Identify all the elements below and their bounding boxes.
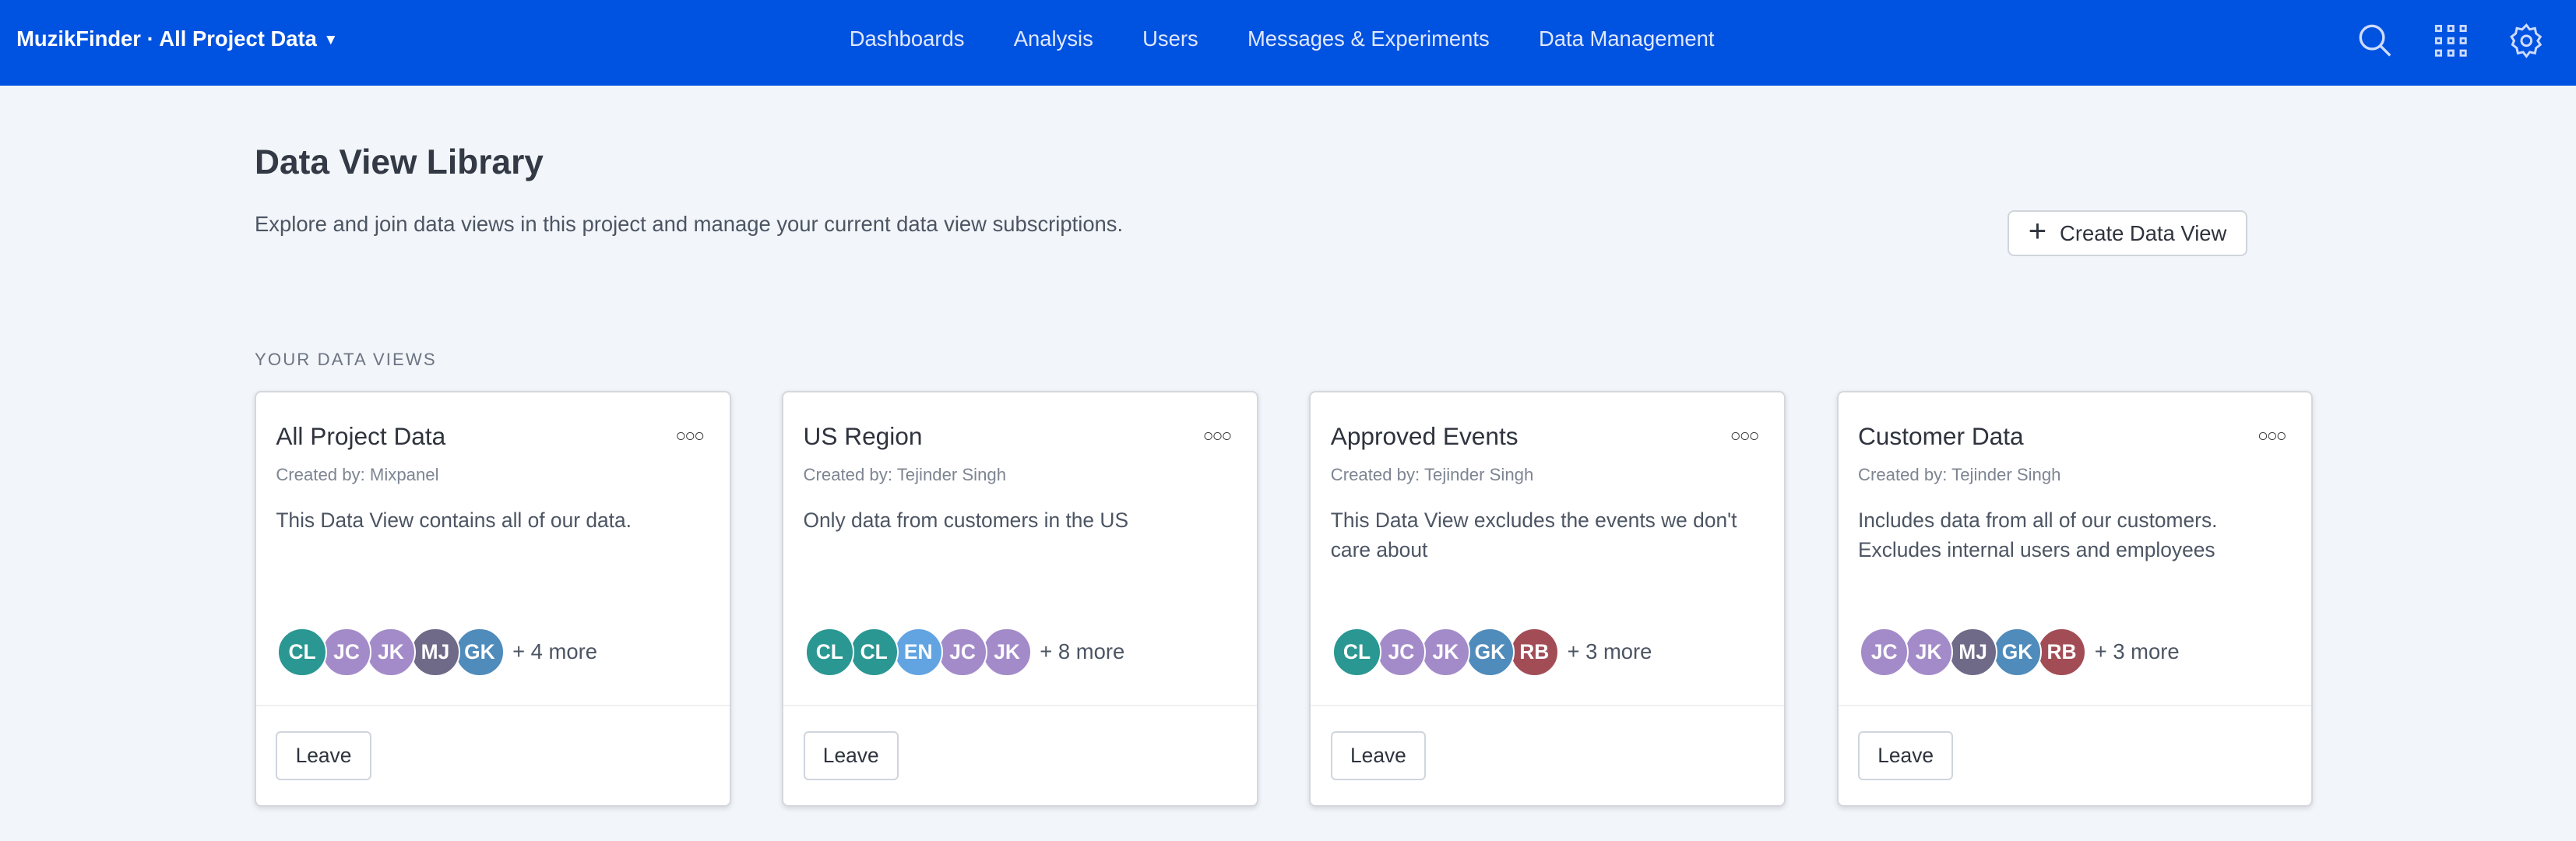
card-divider	[256, 704, 730, 707]
leave-button[interactable]: Leave	[1330, 730, 1427, 780]
card-divider	[783, 704, 1258, 707]
card-title[interactable]: Approved Events	[1330, 422, 1519, 451]
data-view-card[interactable]: All Project Data ○○○ Created by: Mixpane…	[255, 391, 731, 807]
gear-icon[interactable]	[2507, 21, 2546, 61]
card-title[interactable]: Customer Data	[1857, 422, 2024, 451]
member-avatars: CL JC JK GK RB + 3 more	[1332, 627, 1652, 677]
card-divider	[1311, 704, 1785, 707]
card-title[interactable]: All Project Data	[276, 422, 446, 451]
nav-messages-experiments[interactable]: Messages & Experiments	[1247, 26, 1490, 51]
header-icons	[2356, 21, 2546, 61]
member-avatar: JK	[1904, 627, 1954, 677]
member-avatars: JC JK MJ GK RB + 3 more	[1860, 627, 2180, 677]
card-created-by: Created by: Mixpanel	[276, 464, 439, 484]
more-options-icon[interactable]: ○○○	[1202, 425, 1233, 446]
page-subtitle: Explore and join data views in this proj…	[255, 212, 1124, 237]
data-view-card[interactable]: US Region ○○○ Created by: Tejinder Singh…	[782, 391, 1259, 807]
member-avatar: MJ	[1948, 627, 1998, 677]
more-options-icon[interactable]: ○○○	[675, 425, 705, 446]
more-members-count: + 3 more	[1567, 639, 1652, 664]
member-avatars: CL CL EN JC JK + 8 more	[804, 627, 1125, 677]
card-created-by: Created by: Tejinder Singh	[1857, 464, 2061, 484]
nav-analysis[interactable]: Analysis	[1013, 26, 1093, 51]
member-avatar: JK	[366, 627, 416, 677]
leave-button[interactable]: Leave	[276, 730, 371, 780]
leave-button[interactable]: Leave	[1857, 730, 1954, 780]
member-avatars: CL JC JK MJ GK + 4 more	[277, 627, 597, 677]
member-avatar: GK	[1992, 627, 2043, 677]
card-description: Includes data from all of our customers.…	[1857, 508, 2218, 561]
top-navbar: MuzikFinder · All Project Data ▼ Dashboar…	[0, 0, 2576, 86]
main-nav: Dashboards Analysis Users Messages & Exp…	[850, 26, 1715, 51]
more-members-count: + 3 more	[2094, 639, 2180, 664]
apps-grid-icon[interactable]	[2431, 21, 2471, 61]
member-avatar: CL	[277, 627, 327, 677]
member-avatar: JK	[1420, 627, 1471, 677]
member-avatar: CL	[804, 627, 854, 677]
caret-down-icon: ▼	[323, 31, 339, 48]
nav-users[interactable]: Users	[1142, 26, 1198, 51]
nav-data-management[interactable]: Data Management	[1538, 26, 1715, 51]
leave-button[interactable]: Leave	[803, 730, 899, 780]
member-avatar: CL	[1332, 627, 1382, 677]
project-selector-label: MuzikFinder · All Project Data	[16, 26, 317, 51]
member-avatar: CL	[849, 627, 899, 677]
member-avatar: GK	[455, 627, 505, 677]
member-avatar: JC	[322, 627, 371, 677]
member-avatar: GK	[1465, 627, 1515, 677]
member-avatar: JC	[1860, 627, 1909, 677]
card-description: This Data View contains all of our data.	[276, 508, 632, 532]
card-divider	[1838, 704, 2312, 707]
member-avatar: EN	[893, 627, 943, 677]
create-data-view-button[interactable]: + Create Data View	[2008, 210, 2248, 257]
card-description: Only data from customers in the US	[803, 508, 1129, 532]
more-options-icon[interactable]: ○○○	[2258, 425, 2287, 446]
card-created-by: Created by: Tejinder Singh	[803, 464, 1007, 484]
more-members-count: + 4 more	[512, 639, 597, 664]
section-label: YOUR DATA VIEWS	[255, 350, 437, 370]
data-view-card[interactable]: Customer Data ○○○ Created by: Tejinder S…	[1836, 391, 2314, 807]
member-avatar: RB	[1509, 627, 1559, 677]
search-icon[interactable]	[2356, 21, 2395, 61]
card-description: This Data View excludes the events we do…	[1330, 508, 1737, 561]
create-data-view-label: Create Data View	[2060, 220, 2227, 245]
more-options-icon[interactable]: ○○○	[1730, 425, 1760, 446]
card-title[interactable]: US Region	[803, 422, 923, 451]
project-selector[interactable]: MuzikFinder · All Project Data ▼	[16, 26, 338, 51]
page-title: Data View Library	[255, 143, 544, 181]
member-avatar: JK	[982, 627, 1032, 677]
card-created-by: Created by: Tejinder Singh	[1330, 464, 1534, 484]
more-members-count: + 8 more	[1040, 639, 1125, 664]
member-avatar: JC	[1376, 627, 1427, 677]
plus-icon: +	[2028, 214, 2047, 249]
data-view-card[interactable]: Approved Events ○○○ Created by: Tejinder…	[1309, 391, 1786, 807]
member-avatar: RB	[2036, 627, 2087, 677]
member-avatar: MJ	[410, 627, 460, 677]
member-avatar: JC	[938, 627, 987, 677]
nav-dashboards[interactable]: Dashboards	[849, 26, 965, 51]
